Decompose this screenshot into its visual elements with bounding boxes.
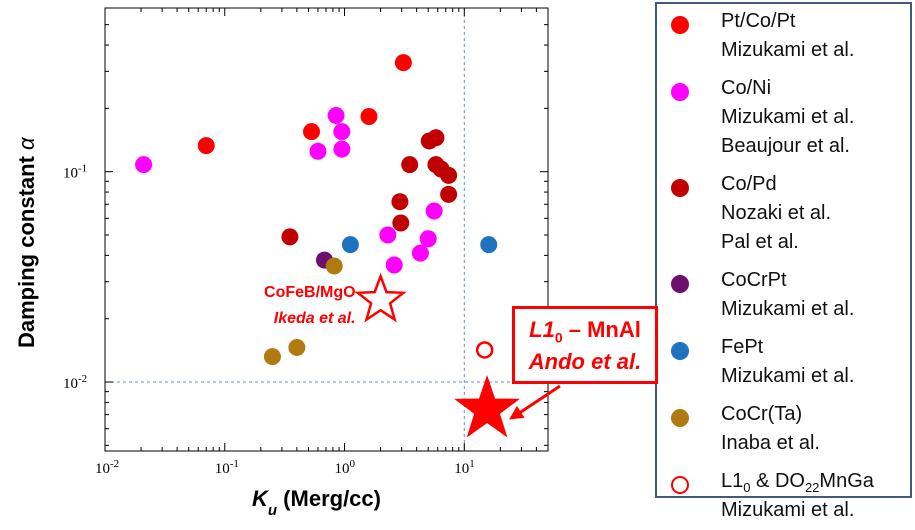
data-point-series-1 (425, 202, 443, 220)
x-tick-label: 101 (454, 458, 475, 477)
x-axis-title: Ku (Merg/cc) (252, 486, 381, 519)
data-point-series-1 (333, 123, 351, 141)
data-point-series-1 (379, 226, 397, 244)
legend-marker (671, 16, 689, 34)
cofeb-author-label: Ikeda et al. (274, 310, 356, 327)
plot-frame (104, 7, 549, 452)
data-point-series-1 (385, 256, 403, 274)
data-point-series-5 (325, 257, 343, 275)
legend-marker (671, 409, 689, 427)
legend-marker (671, 179, 689, 197)
cofeb-label: CoFeB/MgO (264, 284, 356, 301)
legend-line: Mizukami et al. (721, 39, 855, 61)
x-tick-label: 100 (335, 458, 356, 477)
data-point-series-1 (411, 244, 429, 262)
legend-line: CoCr(Ta) (721, 403, 803, 425)
callout-author: Ando et al. (528, 349, 642, 374)
x-tick-label: 10-1 (215, 458, 239, 477)
legend-line: Mizukami et al. (721, 298, 855, 320)
legend-line: CoCrPt (721, 269, 787, 291)
data-point-series-0 (303, 123, 321, 141)
y-axis-title: Damping constant α (14, 136, 39, 348)
legend-line: Co/Ni (721, 77, 772, 99)
legend-marker (671, 476, 689, 494)
data-point-series-5 (263, 348, 281, 366)
legend-line: Nozaki et al. (721, 202, 832, 224)
x-tick-label: 10-2 (95, 458, 119, 477)
legend: Pt/Co/Pt Mizukami et al. Co/Ni Mizukami et … (655, 2, 912, 521)
data-point-series-1 (333, 140, 351, 158)
legend-marker (671, 342, 689, 360)
cofeb-star-marker (354, 272, 407, 323)
data-point-series-2 (440, 185, 458, 203)
legend-line: Beaujour et al. (721, 135, 850, 157)
data-point-series-0 (197, 137, 215, 155)
legend-line: Pal et al. (721, 231, 799, 253)
legend-line: L10 & DO22MnGa (721, 470, 874, 495)
callout-arrow-head (509, 406, 525, 420)
legend-marker (671, 275, 689, 293)
callout-title: L10 – MnAl (529, 317, 641, 346)
mnal-callout-box: L10 – MnAl Ando et al. (512, 306, 658, 384)
data-point-series-6 (475, 341, 494, 359)
data-point-series-2 (427, 129, 445, 147)
legend-line: Inaba et al. (721, 432, 820, 454)
data-point-series-2 (401, 156, 419, 174)
y-tick-label: 10-1 (63, 163, 87, 182)
legend-line: Mizukami et al. (721, 499, 855, 521)
callout-arrow-line (516, 384, 561, 416)
data-point-series-0 (394, 54, 412, 72)
y-tick-label: 10-2 (63, 373, 87, 392)
legend-marker (671, 83, 689, 101)
data-point-series-2 (391, 193, 409, 211)
data-point-series-4 (480, 236, 498, 254)
legend-line: FePt (721, 336, 764, 358)
data-point-series-2 (392, 214, 410, 232)
data-point-series-2 (440, 166, 458, 184)
data-point-series-1 (309, 142, 327, 160)
data-point-series-4 (341, 236, 359, 254)
data-point-series-2 (281, 228, 299, 246)
data-point-series-1 (327, 106, 345, 124)
legend-line: Mizukami et al. (721, 106, 855, 128)
data-point-series-1 (135, 156, 153, 174)
data-point-series-5 (288, 338, 306, 356)
data-point-series-1 (419, 230, 437, 248)
legend-line: Co/Pd (721, 173, 777, 195)
mnal-star-marker (454, 374, 520, 438)
data-point-series-0 (360, 107, 378, 125)
legend-line: Pt/Co/Pt (721, 10, 796, 32)
legend-line: Mizukami et al. (721, 365, 855, 387)
